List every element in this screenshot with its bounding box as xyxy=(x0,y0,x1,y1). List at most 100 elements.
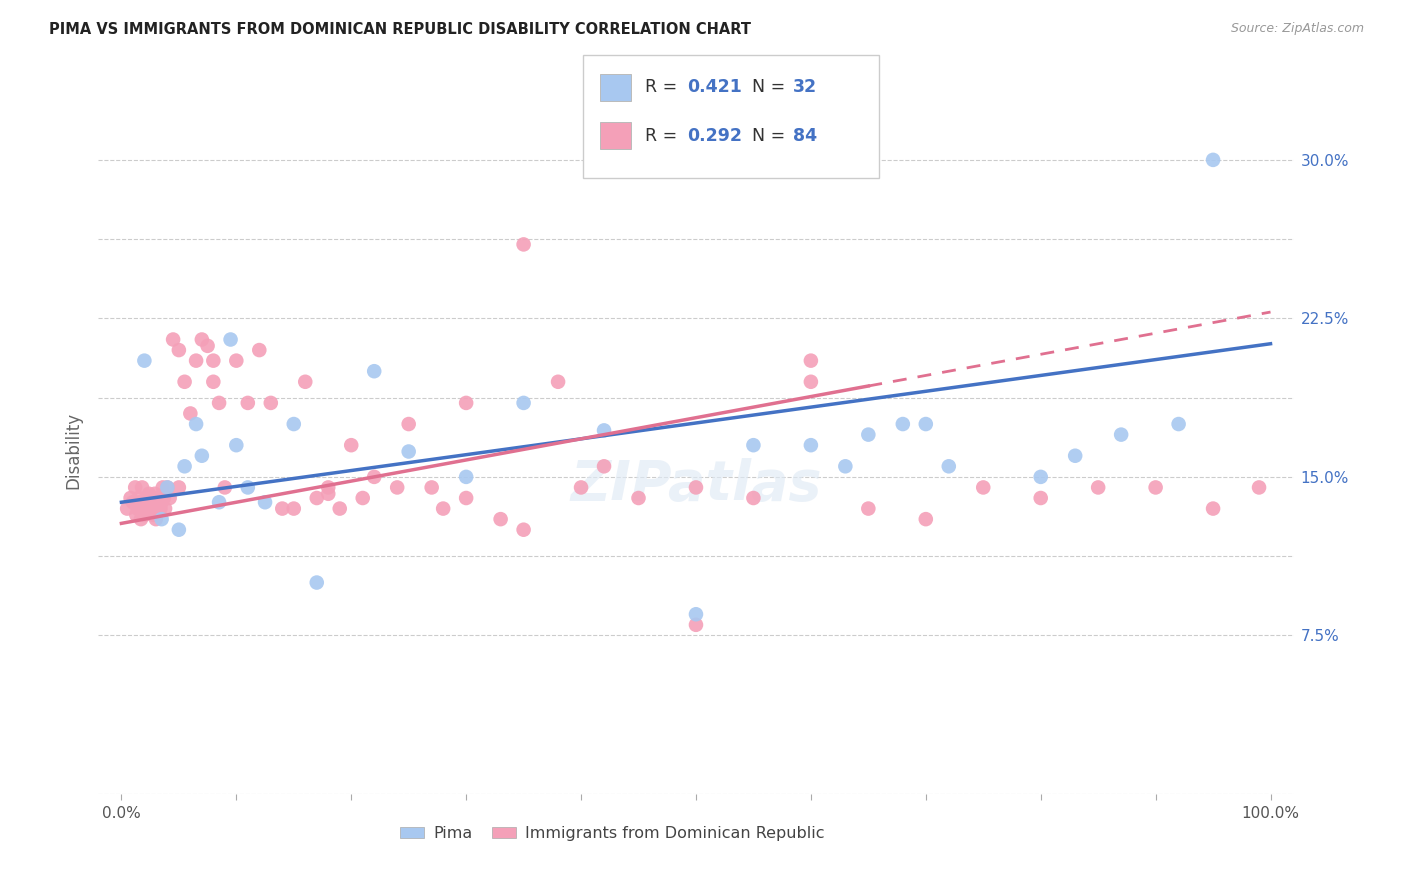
Point xyxy=(236,480,259,494)
Point xyxy=(1247,480,1270,494)
Y-axis label: Disability: Disability xyxy=(65,412,83,489)
Point xyxy=(135,491,157,505)
Point xyxy=(179,407,201,421)
Point xyxy=(1202,153,1225,167)
Point xyxy=(858,427,880,442)
Point xyxy=(1087,480,1109,494)
Point xyxy=(153,491,176,505)
Point xyxy=(260,396,283,410)
Point xyxy=(294,375,316,389)
Point xyxy=(489,512,512,526)
Point xyxy=(225,438,247,452)
Point xyxy=(569,480,592,494)
Point xyxy=(125,508,148,522)
Point xyxy=(124,480,146,494)
Point xyxy=(685,617,707,632)
Point xyxy=(329,501,352,516)
Point xyxy=(131,480,153,494)
Point xyxy=(141,491,163,505)
Point xyxy=(214,480,236,494)
Point xyxy=(173,459,195,474)
Point xyxy=(219,333,242,347)
Point xyxy=(191,333,214,347)
Text: 84: 84 xyxy=(793,127,817,145)
Text: ZIPatlas: ZIPatlas xyxy=(571,458,821,512)
Legend: Pima, Immigrants from Dominican Republic: Pima, Immigrants from Dominican Republic xyxy=(394,820,831,847)
Text: Source: ZipAtlas.com: Source: ZipAtlas.com xyxy=(1230,22,1364,36)
Point xyxy=(143,487,166,501)
Point xyxy=(134,508,156,522)
Point xyxy=(316,480,339,494)
Point xyxy=(456,491,478,505)
Point xyxy=(858,501,880,516)
Point xyxy=(271,501,294,516)
Point xyxy=(283,501,305,516)
Point xyxy=(132,501,155,516)
Point xyxy=(136,501,159,516)
Point xyxy=(254,495,277,509)
Point xyxy=(627,491,650,505)
Text: N =: N = xyxy=(741,78,790,96)
Point xyxy=(800,375,823,389)
Text: 32: 32 xyxy=(793,78,817,96)
Point xyxy=(120,491,142,505)
Point xyxy=(1144,480,1167,494)
Point xyxy=(456,396,478,410)
Point xyxy=(972,480,994,494)
Point xyxy=(129,512,152,526)
Point xyxy=(148,495,170,509)
Point xyxy=(134,353,156,368)
Point xyxy=(593,423,616,437)
Point xyxy=(148,491,170,505)
Text: R =: R = xyxy=(645,127,683,145)
Point xyxy=(150,495,173,509)
Point xyxy=(184,417,207,431)
Point xyxy=(156,480,179,494)
Point xyxy=(184,353,207,368)
Point xyxy=(167,523,190,537)
Point xyxy=(938,459,960,474)
Point xyxy=(1064,449,1087,463)
Point xyxy=(141,501,163,516)
Text: 0.421: 0.421 xyxy=(688,78,742,96)
Point xyxy=(208,396,231,410)
Point xyxy=(1029,470,1052,484)
Point xyxy=(512,523,534,537)
Point xyxy=(512,237,534,252)
Point xyxy=(420,480,443,494)
Point xyxy=(834,459,856,474)
Point xyxy=(149,501,172,516)
Point xyxy=(914,417,936,431)
Point xyxy=(363,364,385,378)
Point xyxy=(122,495,145,509)
Point xyxy=(891,417,914,431)
Point xyxy=(742,491,765,505)
Point xyxy=(167,480,190,494)
Point xyxy=(159,491,181,505)
Point xyxy=(142,508,165,522)
Point xyxy=(162,333,184,347)
Text: PIMA VS IMMIGRANTS FROM DOMINICAN REPUBLIC DISABILITY CORRELATION CHART: PIMA VS IMMIGRANTS FROM DOMINICAN REPUBL… xyxy=(49,22,751,37)
Point xyxy=(398,444,420,458)
Point xyxy=(914,512,936,526)
Point xyxy=(512,396,534,410)
Point xyxy=(305,575,328,590)
Point xyxy=(208,495,231,509)
Point xyxy=(1202,501,1225,516)
Text: R =: R = xyxy=(645,78,683,96)
Point xyxy=(593,459,616,474)
Point xyxy=(1029,491,1052,505)
Point xyxy=(800,353,823,368)
Point xyxy=(138,487,160,501)
Point xyxy=(152,480,174,494)
Point xyxy=(202,375,225,389)
Point xyxy=(742,438,765,452)
Point xyxy=(283,417,305,431)
Point xyxy=(146,501,169,516)
Point xyxy=(247,343,270,357)
Point xyxy=(305,491,328,505)
Point xyxy=(128,495,150,509)
Point xyxy=(135,495,157,509)
Point xyxy=(340,438,363,452)
Point xyxy=(197,339,219,353)
